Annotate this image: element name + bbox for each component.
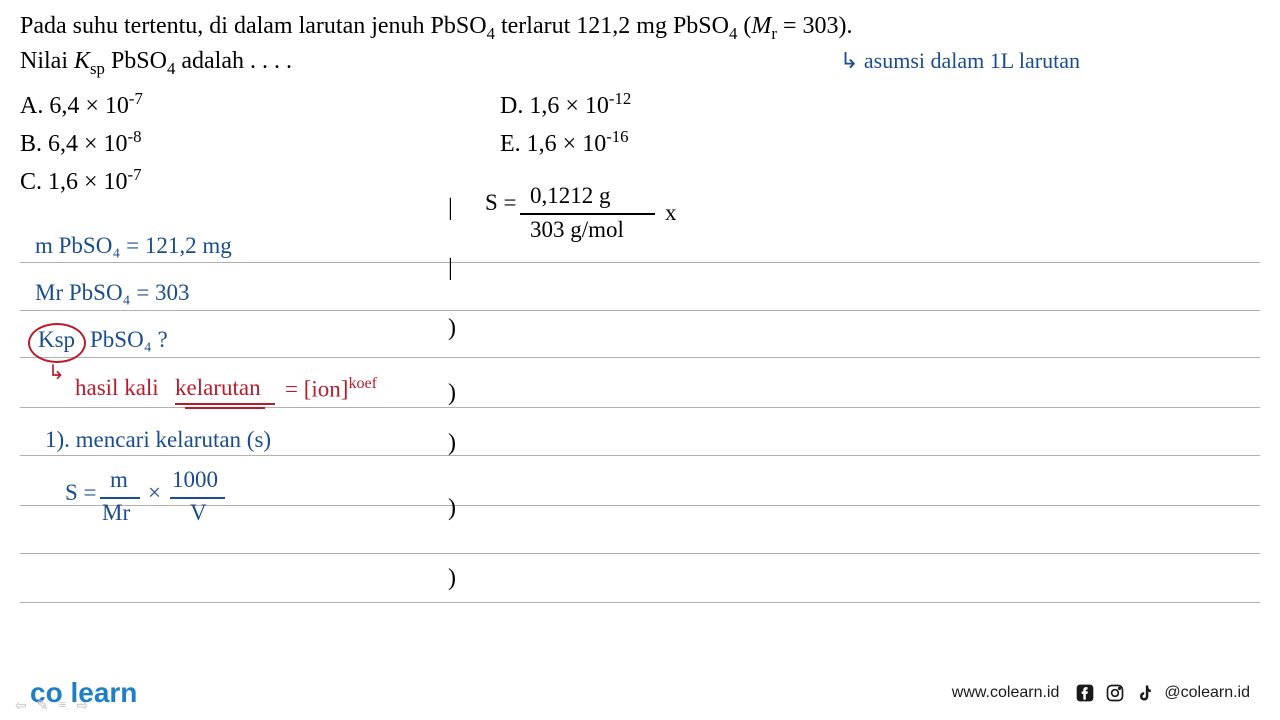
hw-ksp-rest: PbSO₄ ?	[90, 327, 168, 353]
hw-x: x	[665, 200, 677, 226]
hw-s-den: 303 g/mol	[530, 217, 624, 243]
q1-pre: Pada suhu tertentu, di dalam larutan jen…	[20, 13, 487, 39]
option-b: B. 6,4 × 10-8	[20, 124, 500, 162]
underline-kelarutan-2	[185, 407, 265, 409]
question-line-2: Nilai Ksp PbSO4 adalah . . . .	[20, 45, 292, 80]
hw-kelarutan: kelarutan	[175, 375, 261, 401]
q2-ksp: K	[74, 48, 90, 74]
frac-line-3	[520, 213, 655, 215]
option-d: D. 1,6 × 10-12	[500, 86, 900, 124]
control-icon: ≡	[58, 698, 66, 715]
q1-mr: M	[751, 13, 771, 39]
notebook-rule	[20, 602, 1260, 603]
question-text: Pada suhu tertentu, di dalam larutan jen…	[0, 0, 1280, 86]
footer-right: www.colearn.id @colearn.id	[952, 682, 1250, 704]
instagram-icon	[1104, 682, 1126, 704]
q1-end: = 303).	[777, 13, 853, 39]
notebook-rule	[20, 310, 1260, 311]
underline-kelarutan	[175, 403, 275, 405]
footer-handle: @colearn.id	[1164, 684, 1250, 702]
option-a: A. 6,4 × 10-7	[20, 86, 500, 124]
hw-ion: = [ion]koef	[285, 375, 377, 403]
hw-step1: 1). mencari kelarutan (s)	[45, 427, 271, 453]
hw-s-eq2: S =	[485, 190, 517, 216]
footer: co learn www.colearn.id @colearn.id	[0, 665, 1280, 720]
hw-m-top: m	[110, 467, 128, 493]
q1-sub1: 4	[487, 24, 495, 43]
divider-tick: )	[448, 380, 454, 408]
footer-controls: ⇦ ✎ ≡ ⇨	[15, 698, 88, 715]
social-icons: @colearn.id	[1074, 682, 1250, 704]
arrow-icon: ↳	[48, 360, 65, 385]
options-left-col: A. 6,4 × 10-7 B. 6,4 × 10-8 C. 1,6 × 10-…	[20, 86, 500, 200]
hw-1000: 1000	[172, 467, 218, 493]
control-icon: ⇦	[15, 698, 27, 715]
hw-times: ×	[148, 480, 161, 506]
divider-tick: |	[448, 255, 454, 283]
q2-ksp-sub: sp	[90, 59, 105, 78]
hw-mr: Mr PbSO₄ = 303	[35, 280, 190, 306]
options-container: A. 6,4 × 10-7 B. 6,4 × 10-8 C. 1,6 × 10-…	[0, 86, 1280, 200]
hw-mass: m PbSO₄ = 121,2 mg	[35, 233, 232, 259]
footer-url: www.colearn.id	[952, 684, 1060, 702]
divider-tick: )	[448, 315, 454, 343]
q2-end: adalah . . . .	[175, 48, 292, 74]
divider-tick: |	[448, 195, 454, 223]
option-e: E. 1,6 × 10-16	[500, 124, 900, 162]
control-icon: ✎	[37, 698, 49, 715]
facebook-icon	[1074, 682, 1096, 704]
divider-tick: )	[448, 565, 454, 593]
option-c: C. 1,6 × 10-7	[20, 162, 500, 200]
hw-mr-bot: Mr	[102, 500, 130, 526]
annotation-assumption: ↳ asumsi dalam 1L larutan	[840, 46, 1080, 77]
hw-v: V	[190, 500, 207, 526]
divider-tick: )	[448, 495, 454, 523]
hw-ksp-label: Ksp	[38, 327, 75, 353]
notebook-rule	[20, 262, 1260, 263]
hw-s-eq: S =	[65, 480, 97, 506]
control-icon: ⇨	[76, 698, 88, 715]
question-line-1: Pada suhu tertentu, di dalam larutan jen…	[20, 10, 1260, 45]
q1-post: (	[737, 13, 751, 39]
frac-line-1	[100, 497, 140, 499]
notebook-rule	[20, 553, 1260, 554]
q2-pre: Nilai	[20, 48, 74, 74]
hw-s-num: 0,1212 g	[530, 183, 611, 209]
tiktok-icon	[1134, 682, 1156, 704]
divider-tick: )	[448, 430, 454, 458]
frac-line-2	[170, 497, 225, 499]
q2-mid: PbSO	[105, 48, 167, 74]
q1-mid: terlarut 121,2 mg PbSO	[495, 13, 729, 39]
hw-hasil: hasil kali	[75, 375, 159, 401]
notebook-area: | | ) ) ) ) ) m PbSO₄ = 121,2 mg Mr PbSO…	[0, 205, 1280, 645]
notebook-rule	[20, 357, 1260, 358]
notebook-rule	[20, 455, 1260, 456]
